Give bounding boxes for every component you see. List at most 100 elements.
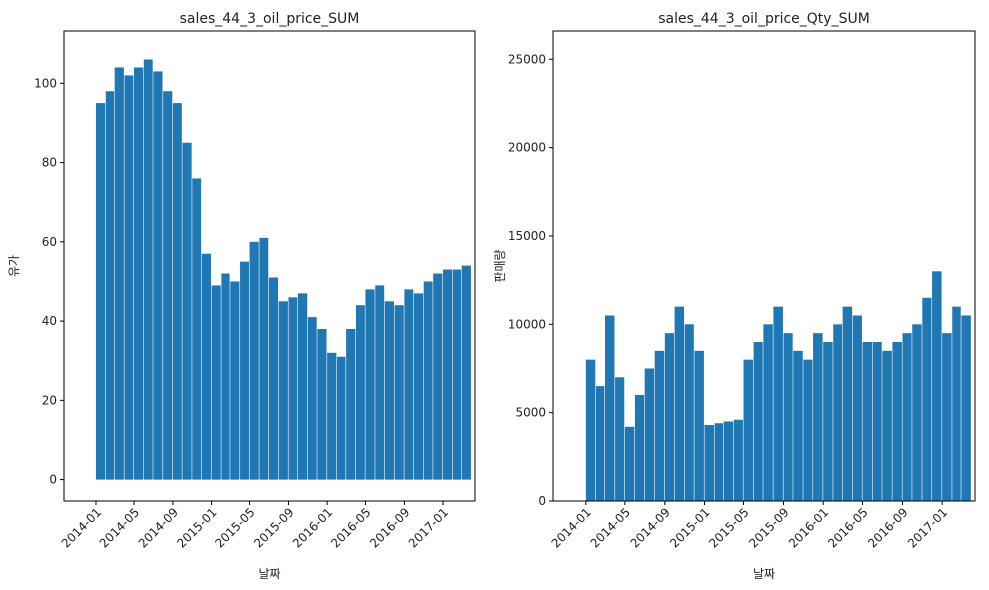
- oil-price-y-axis-label: 유가: [7, 255, 21, 277]
- sales-qty-bar: [615, 377, 625, 501]
- sales-qty-bar: [803, 359, 813, 501]
- sales-qty-y-tick-label: 25000: [508, 52, 546, 66]
- oil-price-bar: [221, 273, 230, 480]
- sales-qty-bar: [813, 333, 823, 501]
- sales-qty-bar: [634, 394, 645, 501]
- oil-price-bar: [298, 293, 308, 480]
- oil-price-bar: [461, 265, 471, 480]
- oil-price-bar: [404, 289, 414, 480]
- oil-price-bar: [413, 293, 424, 480]
- sales-qty-x-tick-label: 2014-09: [628, 505, 673, 550]
- sales-qty-bar: [605, 315, 615, 501]
- sales-qty-bar: [664, 333, 674, 501]
- sales-qty-bar: [902, 333, 912, 501]
- sales-qty-x-tick-label: 2016-09: [865, 505, 910, 550]
- sales-qty-y-tick-label: 10000: [508, 317, 546, 331]
- sales-qty-y-tick-label: 0: [538, 494, 546, 508]
- sales-qty-bar: [852, 315, 862, 501]
- sales-qty-bar: [823, 341, 833, 501]
- oil-price-x-tick-label: 2016-05: [328, 505, 373, 550]
- oil-price-bar: [384, 301, 394, 480]
- sales-qty-bar: [872, 341, 882, 501]
- oil-price-bar: [278, 301, 288, 480]
- sales-qty-bar: [753, 341, 763, 501]
- sales-qty-bar: [733, 419, 743, 501]
- oil-price-bar: [346, 329, 356, 480]
- oil-price-bar: [211, 285, 221, 480]
- sales-qty-bar: [694, 350, 704, 501]
- oil-price-bar: [433, 273, 443, 480]
- oil-price-x-tick-label: 2015-05: [212, 505, 257, 550]
- sales-qty-bar: [842, 306, 853, 501]
- oil-price-bar: [452, 269, 462, 480]
- oil-price-x-ticks: 2014-012014-052014-092015-012015-052015-…: [59, 501, 451, 551]
- oil-price-bar: [163, 91, 173, 480]
- oil-price-bar: [143, 59, 153, 480]
- oil-price-plot-frame: [63, 30, 476, 502]
- sales-qty-bar: [833, 324, 843, 501]
- sales-qty-bar: [961, 315, 971, 501]
- oil-price-y-tick-label: 40: [42, 314, 57, 328]
- oil-price-bars: [95, 59, 471, 480]
- oil-price-bar: [182, 142, 192, 480]
- oil-price-x-tick-label: 2015-09: [251, 505, 296, 550]
- sales-qty-bar: [882, 350, 892, 501]
- oil-price-bar: [375, 285, 385, 480]
- oil-price-bar: [423, 281, 433, 480]
- oil-price-y-tick-label: 20: [42, 393, 57, 407]
- oil-price-bar: [394, 305, 404, 480]
- sales-qty-bar: [674, 306, 685, 501]
- oil-price-x-tick-label: 2016-09: [367, 505, 412, 550]
- oil-price-y-tick-label: 100: [34, 76, 57, 90]
- oil-price-bar: [153, 71, 163, 480]
- sales-qty-y-axis-label: 판매량: [493, 249, 507, 282]
- oil-price-bar: [124, 75, 134, 480]
- oil-price-bar: [268, 277, 279, 480]
- oil-price-bar: [443, 269, 453, 480]
- oil-price-bar: [317, 329, 327, 480]
- sales-qty-bar: [714, 423, 724, 501]
- sales-qty-bar: [922, 297, 932, 501]
- oil-price-x-tick-label: 2015-01: [174, 505, 219, 550]
- sales-qty-bar: [595, 386, 605, 501]
- sales-qty-bar: [892, 341, 902, 501]
- sales-qty-plot-frame: [552, 30, 976, 502]
- sales-qty-bar: [654, 350, 665, 501]
- oil-price-bar: [249, 241, 259, 480]
- oil-price-chart-title: sales_44_3_oil_price_SUM: [180, 11, 360, 27]
- sales-qty-bar: [793, 350, 803, 501]
- oil-price-x-tick-label: 2014-01: [59, 505, 104, 550]
- oil-price-x-tick-label: 2016-01: [290, 505, 335, 550]
- sales-qty-x-tick-label: 2015-05: [706, 505, 751, 550]
- sales-qty-bar: [862, 341, 872, 501]
- oil-price-bar: [327, 352, 337, 480]
- oil-price-bar: [230, 281, 240, 480]
- sales-qty-bar: [704, 425, 714, 501]
- oil-price-y-tick-label: 0: [49, 473, 57, 487]
- oil-price-bar: [105, 91, 115, 480]
- sales-qty-bar: [932, 271, 942, 501]
- oil-price-bar: [240, 261, 249, 480]
- oil-price-bar: [201, 253, 211, 480]
- sales-qty-bar: [684, 324, 694, 501]
- sales-qty-y-tick-label: 20000: [508, 141, 546, 155]
- sales-qty-bar: [585, 359, 596, 501]
- oil-price-bar: [133, 67, 144, 480]
- sales-qty-y-tick-label: 5000: [515, 406, 546, 420]
- sales-qty-bar: [942, 333, 952, 501]
- sales-qty-bar: [773, 306, 783, 501]
- oil-price-bar: [114, 67, 124, 480]
- sales-qty-bar: [624, 426, 635, 501]
- sales-qty-x-tick-label: 2017-01: [905, 505, 950, 550]
- sales-qty-x-tick-label: 2016-05: [825, 505, 870, 550]
- sales-qty-x-tick-label: 2014-01: [549, 505, 594, 550]
- sales-qty-bars: [585, 271, 971, 501]
- oil-price-bar: [355, 305, 365, 480]
- oil-price-x-tick-label: 2014-05: [97, 505, 142, 550]
- sales-qty-x-ticks: 2014-012014-052014-092015-012015-052015-…: [549, 501, 950, 551]
- sales-qty-bar: [723, 421, 734, 501]
- sales-qty-bar: [912, 324, 922, 501]
- oil-price-bar: [172, 103, 182, 480]
